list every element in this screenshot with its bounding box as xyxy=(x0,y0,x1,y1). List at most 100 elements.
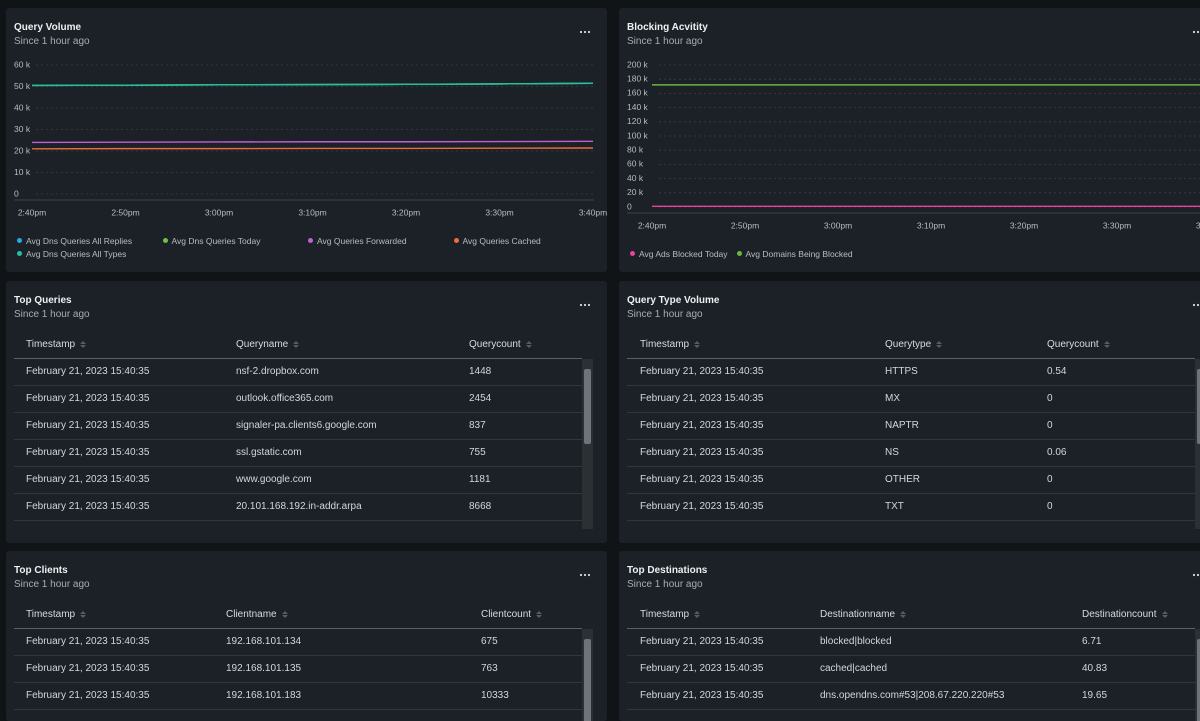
column-header[interactable]: Destinationcount xyxy=(1082,609,1169,620)
row-border xyxy=(14,682,582,683)
column-header-text: Destinationcount xyxy=(1082,609,1157,620)
y-tick-label: 160 k xyxy=(627,88,649,98)
menu-dot xyxy=(583,30,587,34)
menu-dot xyxy=(1196,30,1200,34)
row-border xyxy=(14,385,582,386)
header-border xyxy=(627,628,1195,629)
panel-subtitle: Since 1 hour ago xyxy=(627,309,703,320)
series-line xyxy=(31,140,594,144)
table-cell: TXT xyxy=(885,501,904,512)
table-cell: February 21, 2023 15:40:35 xyxy=(640,420,764,431)
table-cell: February 21, 2023 15:40:35 xyxy=(640,636,764,647)
scrollbar-thumb[interactable] xyxy=(1197,369,1200,444)
panel-title: Top Clients xyxy=(14,565,68,576)
line-chart: 0 10 k 20 k 30 k 40 k 50 k 60 k 2:40pm 2:50pm 3:0… xyxy=(14,59,607,217)
table-cell: 837 xyxy=(469,420,486,431)
column-header-text: Clientname xyxy=(226,609,277,620)
header-border xyxy=(14,628,582,629)
table-cell: February 21, 2023 15:40:35 xyxy=(640,393,764,404)
scrollbar-thumb[interactable] xyxy=(584,369,591,444)
table-cell: February 21, 2023 15:40:35 xyxy=(640,690,764,701)
panel: Query Type Volume Since 1 hour ago Timesta… xyxy=(619,281,1200,543)
line-chart: 0 20 k 40 k 60 k 80 k 100 k 120 k 140 k 160 k 180… xyxy=(627,59,1200,230)
panel-menu[interactable] xyxy=(1192,29,1200,35)
y-tick-label: 60 k xyxy=(627,159,644,169)
legend-swatch xyxy=(736,251,742,256)
panel: Top Clients Since 1 hour ago Timestamp Clie… xyxy=(6,551,607,721)
y-tick-label: 0 xyxy=(627,201,632,211)
column-header[interactable]: Clientcount xyxy=(481,609,543,620)
panel-menu[interactable] xyxy=(579,302,591,308)
row-border xyxy=(14,655,582,656)
scrollbar-thumb[interactable] xyxy=(1197,639,1200,721)
x-tick-label: 3:30pm xyxy=(485,207,513,217)
scrollbar[interactable] xyxy=(1195,629,1200,721)
panel-subtitle: Since 1 hour ago xyxy=(627,36,703,47)
table-cell: MX xyxy=(885,393,900,404)
table-cell: 8668 xyxy=(469,501,492,512)
series-line xyxy=(31,82,594,87)
scrollbar[interactable] xyxy=(1195,359,1200,529)
column-header[interactable]: Timestamp xyxy=(26,609,87,620)
scrollbar[interactable] xyxy=(582,629,593,721)
column-header[interactable]: Timestamp xyxy=(640,339,701,350)
sort-arrows xyxy=(293,341,300,348)
menu-dot xyxy=(1192,303,1196,307)
table-cell: 0 xyxy=(1047,420,1053,431)
panel-subtitle: Since 1 hour ago xyxy=(14,579,90,590)
panel-subtitle: Since 1 hour ago xyxy=(14,309,90,320)
panel-menu[interactable] xyxy=(1192,302,1200,308)
row-border xyxy=(627,439,1195,440)
legend-label: Avg Dns Queries All Types xyxy=(26,248,127,259)
table-cell: cached|cached xyxy=(820,663,888,674)
panel-title: Query Volume xyxy=(14,22,82,33)
scrollbar-thumb[interactable] xyxy=(584,639,591,721)
column-header[interactable]: Querytype xyxy=(885,339,943,350)
scrollbar[interactable] xyxy=(582,359,593,529)
column-header[interactable]: Queryname xyxy=(236,339,300,350)
panel: Blocking Acvitity Since 1 hour ago 0 20 k 40… xyxy=(619,8,1200,272)
column-header[interactable]: Clientname xyxy=(226,609,289,620)
column-header[interactable]: Timestamp xyxy=(26,339,87,350)
y-tick-label: 10 k xyxy=(14,167,31,177)
legend-swatch xyxy=(308,238,313,243)
x-tick-label: 3:10pm xyxy=(298,207,326,217)
legend-label: Avg Queries Forwarded xyxy=(317,235,407,246)
legend-item: Avg Dns Queries All Types xyxy=(17,247,163,260)
column-header[interactable]: Querycount xyxy=(1047,339,1111,350)
x-tick-label: 3:30pm xyxy=(1103,220,1131,230)
table-cell: 0 xyxy=(1047,393,1053,404)
legend-label: Avg Dns Queries All Replies xyxy=(26,235,133,246)
table-cell: February 21, 2023 15:40:35 xyxy=(26,636,150,647)
panel-menu[interactable] xyxy=(1192,572,1200,578)
sort-arrows xyxy=(1103,341,1110,348)
legend-item: Avg Ads Blocked Today xyxy=(630,247,728,260)
column-header[interactable]: Querycount xyxy=(469,339,533,350)
sort-icon xyxy=(1161,611,1168,618)
panel-menu[interactable] xyxy=(579,29,591,35)
table-cell: dns.opendns.com#53|208.67.220.220#53 xyxy=(820,690,1005,701)
sort-icon xyxy=(900,611,907,618)
column-header[interactable]: Timestamp xyxy=(640,609,701,620)
table-cell: February 21, 2023 15:40:35 xyxy=(640,501,764,512)
sort-arrows xyxy=(1161,611,1168,618)
legend-item: Avg Queries Cached xyxy=(453,234,600,247)
table-cell: nsf-2.dropbox.com xyxy=(236,366,319,377)
y-tick-label: 40 k xyxy=(14,102,31,112)
column-header-text: Timestamp xyxy=(26,609,76,620)
y-tick-label: 100 k xyxy=(627,130,649,140)
column-header-text: Destinationname xyxy=(820,609,896,620)
sort-icon xyxy=(293,341,300,348)
sort-icon xyxy=(1103,341,1110,348)
column-header-text: Queryname xyxy=(236,339,289,350)
y-tick-label: 120 k xyxy=(627,116,649,126)
column-header[interactable]: Destinationname xyxy=(820,609,907,620)
legend-swatch xyxy=(630,251,635,256)
row-border xyxy=(627,655,1195,656)
column-header-text: Timestamp xyxy=(640,339,690,350)
table-cell: 2454 xyxy=(469,393,492,404)
panel-menu[interactable] xyxy=(579,572,591,578)
sort-icon xyxy=(694,611,701,618)
menu-dot xyxy=(587,30,591,34)
legend-item: Avg Dns Queries Today xyxy=(162,234,309,247)
